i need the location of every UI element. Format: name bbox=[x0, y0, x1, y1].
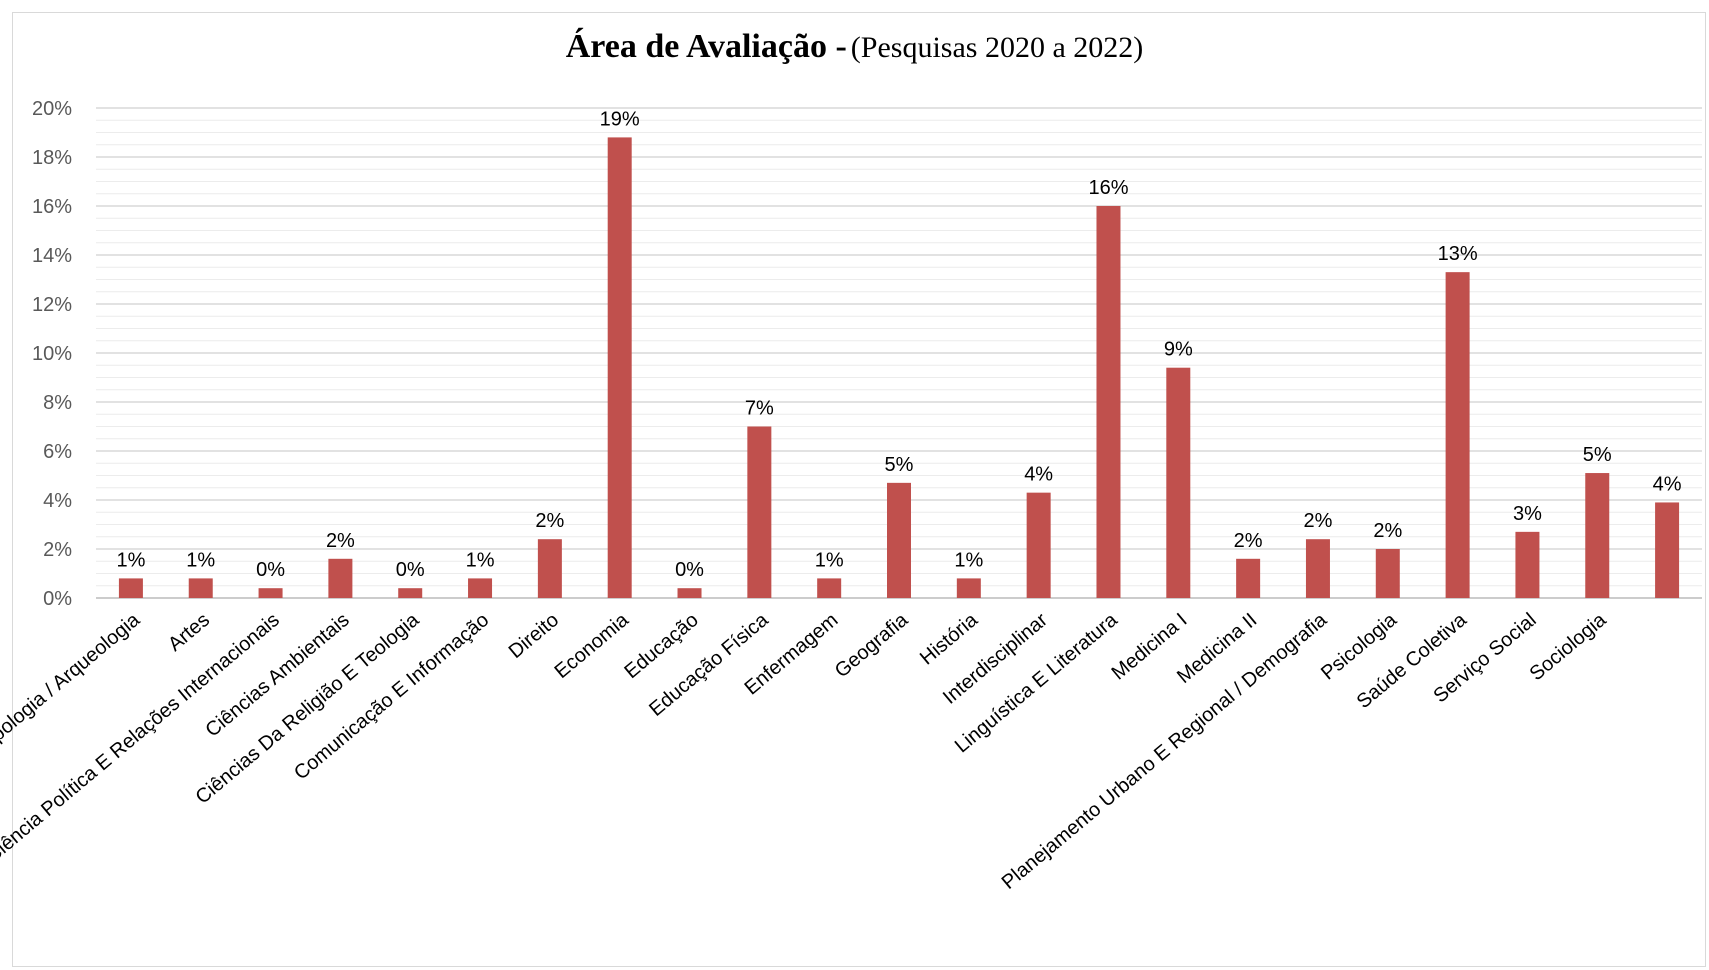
data-label: 1% bbox=[186, 549, 215, 571]
y-tick-label: 14% bbox=[32, 245, 72, 267]
y-tick-label: 8% bbox=[43, 392, 72, 414]
bar bbox=[817, 578, 842, 598]
data-label: 2% bbox=[1234, 530, 1263, 552]
data-label: 2% bbox=[1373, 520, 1402, 542]
bar bbox=[1305, 539, 1330, 598]
data-label: 0% bbox=[675, 559, 704, 581]
x-category-label: Economia bbox=[551, 608, 634, 683]
data-label: 2% bbox=[326, 530, 355, 552]
bar bbox=[677, 588, 702, 598]
bar bbox=[1375, 549, 1400, 598]
data-label: 4% bbox=[1024, 464, 1053, 486]
chart-title-main: Área de Avaliação - bbox=[565, 28, 847, 65]
y-tick-label: 2% bbox=[43, 539, 72, 561]
y-tick-label: 12% bbox=[32, 294, 72, 316]
data-label: 2% bbox=[535, 510, 564, 532]
bar bbox=[468, 578, 493, 598]
y-tick-label: 20% bbox=[32, 98, 72, 120]
bar bbox=[1026, 492, 1051, 598]
data-label: 3% bbox=[1513, 503, 1542, 525]
data-label: 7% bbox=[745, 398, 774, 420]
bar bbox=[1096, 206, 1121, 598]
x-category-label: Sociologia bbox=[1526, 608, 1612, 685]
bar bbox=[188, 578, 213, 598]
bar bbox=[258, 588, 283, 598]
bar bbox=[887, 482, 911, 598]
data-label: 2% bbox=[1304, 510, 1333, 532]
data-label: 13% bbox=[1438, 243, 1478, 265]
data-label: 0% bbox=[256, 559, 285, 581]
bar bbox=[956, 578, 981, 598]
x-category-label: Planejamento Urbano E Regional / Demogra… bbox=[998, 608, 1332, 893]
data-label: 5% bbox=[885, 454, 914, 476]
data-label: 16% bbox=[1088, 177, 1128, 199]
bar bbox=[398, 588, 423, 598]
bar bbox=[1585, 473, 1610, 598]
data-label: 1% bbox=[954, 549, 983, 571]
chart-subtitle: (Pesquisas 2020 a 2022) bbox=[850, 31, 1144, 64]
bar bbox=[1445, 272, 1470, 598]
chart-title: Área de Avaliação - (Pesquisas 2020 a 20… bbox=[0, 28, 1709, 66]
y-tick-label: 16% bbox=[32, 196, 72, 218]
x-category-label: Educação Física bbox=[645, 608, 773, 720]
data-label: 1% bbox=[116, 549, 145, 571]
x-category-label: Ciência Política E Relações Internaciona… bbox=[0, 609, 284, 867]
y-tick-label: 18% bbox=[32, 147, 72, 169]
bar bbox=[328, 558, 353, 598]
y-tick-label: 6% bbox=[43, 441, 72, 463]
bar bbox=[747, 426, 772, 598]
bar bbox=[1655, 502, 1680, 598]
bar bbox=[1236, 558, 1261, 598]
data-label: 1% bbox=[815, 549, 844, 571]
y-tick-label: 10% bbox=[32, 343, 72, 365]
data-label: 1% bbox=[466, 549, 495, 571]
x-category-label: Geografia bbox=[831, 608, 913, 682]
y-tick-label: 4% bbox=[43, 490, 72, 512]
data-label: 5% bbox=[1583, 444, 1612, 466]
bar bbox=[118, 578, 143, 598]
data-label: 9% bbox=[1164, 339, 1193, 361]
chart-frame bbox=[12, 12, 1706, 967]
data-label: 0% bbox=[396, 559, 425, 581]
bar bbox=[1166, 367, 1191, 598]
data-label: 19% bbox=[600, 108, 640, 130]
x-category-label: História bbox=[916, 608, 983, 669]
y-tick-label: 0% bbox=[43, 588, 72, 610]
bar bbox=[1515, 531, 1540, 598]
x-category-label: Artes bbox=[164, 609, 214, 656]
data-label: 4% bbox=[1653, 473, 1682, 495]
bar bbox=[607, 137, 632, 598]
x-category-label: Direito bbox=[505, 609, 563, 663]
bar bbox=[537, 539, 562, 598]
